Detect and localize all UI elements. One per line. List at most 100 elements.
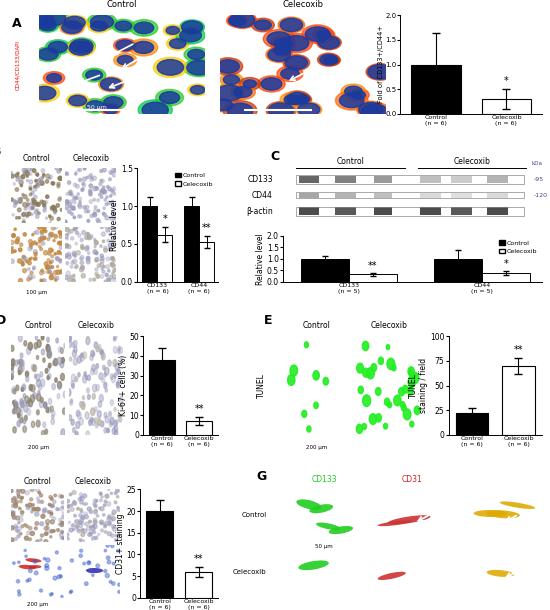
Bar <box>301 259 349 282</box>
Circle shape <box>36 540 39 543</box>
Circle shape <box>78 197 81 201</box>
Circle shape <box>90 533 93 536</box>
Circle shape <box>26 504 28 506</box>
Circle shape <box>75 184 79 188</box>
Circle shape <box>77 412 81 419</box>
Circle shape <box>71 206 75 210</box>
Circle shape <box>36 203 40 206</box>
Circle shape <box>394 395 401 406</box>
Circle shape <box>26 171 29 175</box>
Circle shape <box>38 390 40 395</box>
Circle shape <box>112 168 116 172</box>
Circle shape <box>46 345 49 350</box>
Circle shape <box>29 187 31 190</box>
Circle shape <box>30 395 35 403</box>
Circle shape <box>20 418 23 423</box>
Circle shape <box>38 48 58 60</box>
Circle shape <box>369 414 377 425</box>
Circle shape <box>75 197 78 199</box>
Circle shape <box>25 171 29 176</box>
Ellipse shape <box>486 510 520 518</box>
Circle shape <box>98 345 101 349</box>
Circle shape <box>217 60 239 73</box>
Circle shape <box>79 518 83 522</box>
Circle shape <box>65 207 68 210</box>
Circle shape <box>31 12 53 24</box>
Bar <box>373 207 392 215</box>
Circle shape <box>50 536 52 538</box>
Ellipse shape <box>487 570 514 577</box>
Text: Control: Control <box>303 321 331 331</box>
Circle shape <box>102 354 104 359</box>
Circle shape <box>40 400 43 407</box>
Circle shape <box>49 177 51 179</box>
Circle shape <box>94 246 96 248</box>
Circle shape <box>103 523 107 526</box>
Circle shape <box>100 170 103 173</box>
Ellipse shape <box>378 572 406 580</box>
Circle shape <box>114 234 117 236</box>
Circle shape <box>12 513 15 516</box>
Circle shape <box>35 522 39 525</box>
Circle shape <box>19 409 23 416</box>
Circle shape <box>230 13 255 27</box>
Circle shape <box>19 508 21 510</box>
Circle shape <box>31 207 34 209</box>
Circle shape <box>73 340 77 347</box>
Text: CD44: CD44 <box>252 191 273 199</box>
Circle shape <box>13 497 16 500</box>
Circle shape <box>14 201 17 204</box>
Circle shape <box>91 408 95 415</box>
Circle shape <box>69 229 73 233</box>
Circle shape <box>111 257 114 260</box>
Circle shape <box>116 369 119 375</box>
Circle shape <box>104 412 107 418</box>
Bar <box>482 273 530 282</box>
Circle shape <box>64 172 67 175</box>
Circle shape <box>80 549 82 552</box>
Ellipse shape <box>25 558 41 562</box>
Circle shape <box>30 531 35 536</box>
Circle shape <box>108 170 112 174</box>
Circle shape <box>100 520 103 524</box>
Circle shape <box>87 335 89 339</box>
Circle shape <box>316 31 331 39</box>
Circle shape <box>120 358 124 364</box>
Text: G: G <box>257 470 267 483</box>
Circle shape <box>25 396 29 403</box>
Text: CD133: CD133 <box>311 475 337 484</box>
Circle shape <box>51 255 53 258</box>
Circle shape <box>52 415 54 419</box>
Circle shape <box>94 239 96 241</box>
Circle shape <box>29 398 31 403</box>
Circle shape <box>10 174 14 178</box>
Text: **: ** <box>195 404 204 414</box>
Circle shape <box>36 203 39 205</box>
Circle shape <box>95 536 98 539</box>
Circle shape <box>79 493 82 496</box>
Bar <box>482 99 531 114</box>
Circle shape <box>28 275 32 279</box>
Circle shape <box>68 203 72 206</box>
Circle shape <box>108 515 111 518</box>
Circle shape <box>58 385 60 389</box>
Circle shape <box>403 385 408 393</box>
Circle shape <box>55 167 58 170</box>
Circle shape <box>112 525 116 528</box>
Circle shape <box>22 168 26 172</box>
Circle shape <box>31 192 34 195</box>
Circle shape <box>117 508 120 511</box>
Circle shape <box>15 217 18 219</box>
Text: Control: Control <box>24 321 52 331</box>
Circle shape <box>97 199 100 202</box>
Circle shape <box>105 416 109 423</box>
Circle shape <box>19 248 22 251</box>
Circle shape <box>13 389 16 394</box>
Circle shape <box>184 47 208 62</box>
Circle shape <box>108 522 111 525</box>
Legend: Control, Celecoxib: Control, Celecoxib <box>174 171 215 188</box>
Circle shape <box>100 190 104 195</box>
Circle shape <box>31 511 33 513</box>
Circle shape <box>58 241 62 245</box>
Circle shape <box>324 56 338 64</box>
